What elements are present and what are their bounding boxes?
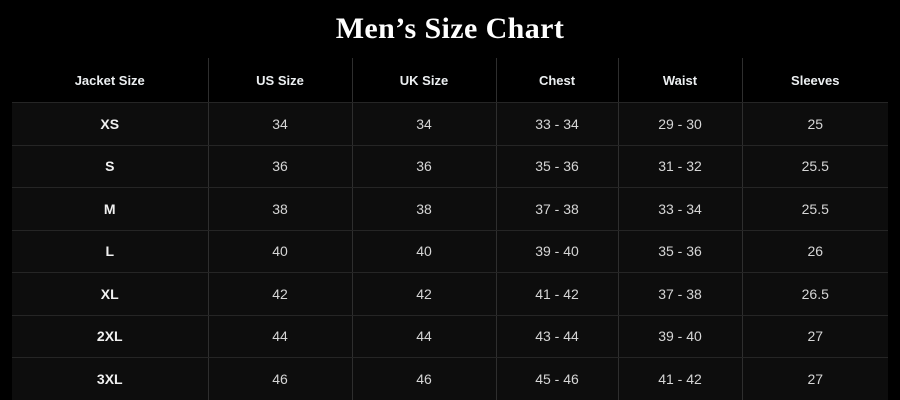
cell-us-size: 42 (208, 272, 353, 316)
size-table-container: Jacket Size US Size UK Size Chest Waist … (12, 58, 888, 400)
cell-waist: 35 - 36 (618, 230, 743, 273)
column-header-waist: Waist (618, 58, 743, 103)
table-row: XS 34 34 33 - 34 29 - 30 25 (12, 102, 888, 146)
table-row: L 40 40 39 - 40 35 - 36 26 (12, 230, 888, 273)
column-header-uk-size: UK Size (352, 58, 497, 103)
cell-waist: 41 - 42 (618, 357, 743, 400)
cell-jacket-size: L (12, 230, 209, 273)
cell-uk-size: 42 (352, 272, 497, 316)
table-row: M 38 38 37 - 38 33 - 34 25.5 (12, 187, 888, 231)
cell-waist: 31 - 32 (618, 145, 743, 188)
table-header: Jacket Size US Size UK Size Chest Waist … (12, 58, 888, 103)
cell-chest: 41 - 42 (496, 272, 619, 316)
cell-chest: 39 - 40 (496, 230, 619, 273)
table-row: 3XL 46 46 45 - 46 41 - 42 27 (12, 357, 888, 400)
column-header-us-size: US Size (208, 58, 353, 103)
cell-uk-size: 46 (352, 357, 497, 400)
table-body: XS 34 34 33 - 34 29 - 30 25 S 36 36 35 -… (12, 102, 888, 400)
cell-chest: 43 - 44 (496, 315, 619, 358)
cell-us-size: 44 (208, 315, 353, 358)
cell-jacket-size: M (12, 187, 209, 231)
cell-us-size: 38 (208, 187, 353, 231)
cell-sleeves: 27 (742, 357, 888, 400)
table-row: XL 42 42 41 - 42 37 - 38 26.5 (12, 272, 888, 316)
cell-sleeves: 25.5 (742, 187, 888, 231)
cell-jacket-size: XS (12, 102, 209, 146)
column-header-sleeves: Sleeves (742, 58, 888, 103)
cell-uk-size: 38 (352, 187, 497, 231)
cell-uk-size: 44 (352, 315, 497, 358)
cell-us-size: 36 (208, 145, 353, 188)
cell-sleeves: 26.5 (742, 272, 888, 316)
cell-jacket-size: XL (12, 272, 209, 316)
cell-jacket-size: 3XL (12, 357, 209, 400)
cell-us-size: 40 (208, 230, 353, 273)
cell-chest: 45 - 46 (496, 357, 619, 400)
cell-waist: 33 - 34 (618, 187, 743, 231)
cell-sleeves: 26 (742, 230, 888, 273)
cell-chest: 35 - 36 (496, 145, 619, 188)
table-row: 2XL 44 44 43 - 44 39 - 40 27 (12, 315, 888, 358)
cell-jacket-size: S (12, 145, 209, 188)
cell-waist: 37 - 38 (618, 272, 743, 316)
page-title: Men’s Size Chart (335, 12, 565, 45)
column-header-chest: Chest (496, 58, 619, 103)
cell-us-size: 46 (208, 357, 353, 400)
cell-uk-size: 36 (352, 145, 497, 188)
cell-sleeves: 25 (742, 102, 888, 146)
cell-jacket-size: 2XL (12, 315, 209, 358)
cell-waist: 39 - 40 (618, 315, 743, 358)
cell-sleeves: 27 (742, 315, 888, 358)
cell-chest: 33 - 34 (496, 102, 619, 146)
header-row: Jacket Size US Size UK Size Chest Waist … (12, 58, 888, 103)
table-row: S 36 36 35 - 36 31 - 32 25.5 (12, 145, 888, 188)
cell-chest: 37 - 38 (496, 187, 619, 231)
column-header-jacket-size: Jacket Size (12, 58, 209, 103)
cell-waist: 29 - 30 (618, 102, 743, 146)
cell-uk-size: 34 (352, 102, 497, 146)
cell-sleeves: 25.5 (742, 145, 888, 188)
size-chart-table: Jacket Size US Size UK Size Chest Waist … (12, 58, 888, 400)
cell-us-size: 34 (208, 102, 353, 146)
cell-uk-size: 40 (352, 230, 497, 273)
